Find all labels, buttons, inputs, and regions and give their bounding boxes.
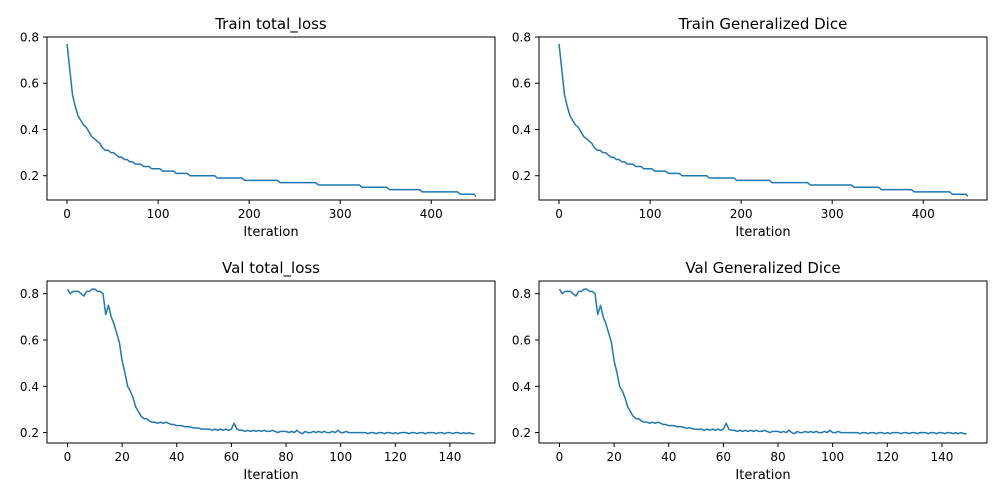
x-tick-label: 0 <box>556 450 564 464</box>
x-tick-label: 100 <box>329 450 352 464</box>
x-tick-label: 100 <box>639 207 662 221</box>
subplot-2: Train Generalized Dice 0 100 200 300 400 0.2 0.… <box>512 15 988 240</box>
axes-frame <box>46 36 496 201</box>
x-tick-label: 80 <box>770 450 785 464</box>
series-line <box>66 43 477 197</box>
x-axis-label: Iteration <box>735 225 790 240</box>
y-tick-label: 0.2 <box>512 169 531 183</box>
series-line <box>558 288 967 435</box>
x-axis-label: Iteration <box>243 225 298 240</box>
x-tick-label: 100 <box>147 207 170 221</box>
x-tick-label: 0 <box>63 207 71 221</box>
x-tick-label: 300 <box>329 207 352 221</box>
x-tick-label: 300 <box>821 207 844 221</box>
axes-frame <box>538 280 988 444</box>
subplot-4: Val Generalized Dice 0 20 40 60 80 100 120 140 0.… <box>512 259 988 483</box>
x-tick-label: 200 <box>730 207 753 221</box>
x-tick-label: 0 <box>555 207 563 221</box>
x-tick-label: 400 <box>420 207 443 221</box>
y-tick-label: 0.2 <box>512 426 531 440</box>
x-tick-label: 140 <box>438 450 461 464</box>
axes-frame <box>46 280 496 444</box>
x-tick-label: 60 <box>716 450 731 464</box>
axes-frame <box>538 36 988 201</box>
x-tick-label: 40 <box>661 450 676 464</box>
y-tick-label: 0.6 <box>512 77 531 91</box>
series-line <box>66 288 475 435</box>
series-line <box>558 43 969 197</box>
y-tick-label: 0.8 <box>512 31 531 45</box>
subplot-1: Train total_loss 0 100 200 300 400 0.2 0.4 0.6 0.… <box>20 15 496 240</box>
y-tick-label: 0.8 <box>512 287 531 301</box>
chart-title: Train Generalized Dice <box>678 15 848 33</box>
x-tick-label: 200 <box>238 207 261 221</box>
x-axis-label: Iteration <box>243 468 298 483</box>
x-axis-label: Iteration <box>735 468 790 483</box>
x-tick-label: 120 <box>384 450 407 464</box>
x-tick-label: 20 <box>606 450 621 464</box>
y-tick-label: 0.8 <box>20 287 39 301</box>
x-tick-label: 40 <box>169 450 184 464</box>
x-tick-label: 120 <box>876 450 899 464</box>
y-tick-label: 0.8 <box>20 31 39 45</box>
x-tick-label: 20 <box>114 450 129 464</box>
x-tick-label: 400 <box>912 207 935 221</box>
subplot-3: Val total_loss 0 20 40 60 80 100 120 140 0.2 0.4 0.… <box>20 259 496 483</box>
chart-title: Val Generalized Dice <box>685 259 840 277</box>
y-tick-label: 0.4 <box>20 123 39 137</box>
y-tick-label: 0.6 <box>20 77 39 91</box>
y-tick-label: 0.2 <box>20 169 39 183</box>
y-tick-label: 0.6 <box>512 334 531 348</box>
y-tick-label: 0.2 <box>20 426 39 440</box>
y-tick-label: 0.4 <box>512 123 531 137</box>
x-tick-label: 80 <box>278 450 293 464</box>
y-tick-label: 0.6 <box>20 334 39 348</box>
chart-title: Train total_loss <box>214 15 327 34</box>
y-tick-label: 0.4 <box>512 380 531 394</box>
x-tick-label: 60 <box>224 450 239 464</box>
x-tick-label: 0 <box>64 450 72 464</box>
x-tick-label: 140 <box>930 450 953 464</box>
chart-title: Val total_loss <box>222 259 320 278</box>
x-tick-label: 100 <box>821 450 844 464</box>
y-tick-label: 0.4 <box>20 380 39 394</box>
